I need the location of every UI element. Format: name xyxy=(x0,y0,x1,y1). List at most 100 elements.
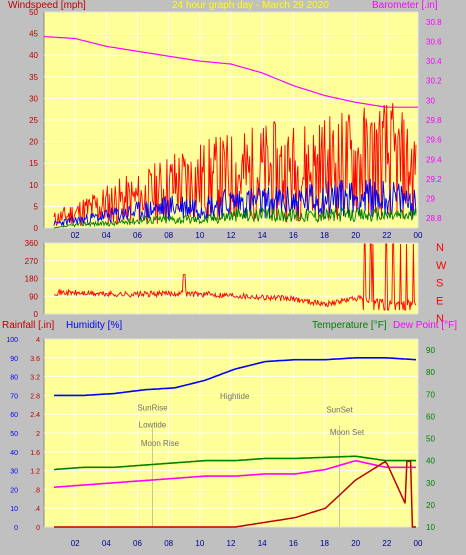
humidity-tick: 40 xyxy=(10,450,18,457)
wind-right-tick: 29.2 xyxy=(426,175,442,184)
wind-left-tick: 50 xyxy=(29,8,38,17)
wind-direction-line xyxy=(53,243,417,311)
wind-x-tick: 00 xyxy=(414,231,423,240)
wind-series xyxy=(43,35,418,229)
temperature-tick: 60 xyxy=(426,412,435,421)
rain-tick: 4 xyxy=(36,337,40,344)
humidity-line xyxy=(54,357,417,397)
temperature-tick: 10 xyxy=(426,523,435,532)
wind-left-tick: 5 xyxy=(34,202,39,211)
wind-x-tick: 14 xyxy=(258,231,267,240)
climate-x-tick: 12 xyxy=(227,539,236,548)
rain-tick: 1.2 xyxy=(30,469,40,476)
wind-x-tick: 12 xyxy=(227,231,236,240)
wind-left-tick: 10 xyxy=(29,181,38,190)
climate-x-tick: 22 xyxy=(382,539,391,548)
climate-x-ticks: 02 04 06 08 10 12 14 16 18 20 22 00 xyxy=(71,539,423,548)
wind-right-tick: 30.4 xyxy=(426,57,442,66)
compass-label-e: E xyxy=(436,295,443,307)
temperature-tick: 70 xyxy=(426,390,435,399)
temperature-tick: 90 xyxy=(426,346,435,355)
humidity-tick: 60 xyxy=(10,412,18,419)
rain-tick: 3.2 xyxy=(30,375,40,382)
wind-series-3 xyxy=(53,206,417,229)
rain-tick: 2.8 xyxy=(30,393,40,400)
climate-x-tick: 14 xyxy=(258,539,267,548)
wind-x-ticks: 02 04 06 08 10 12 14 16 18 20 22 00 xyxy=(71,231,423,240)
dewpoint-line xyxy=(53,459,416,488)
chart-title: 24 hour graph day - March 29 2020 xyxy=(172,0,329,11)
temperature-tick: 20 xyxy=(426,501,435,510)
wind-right-tick: 28.8 xyxy=(426,214,442,223)
rain-tick: 0 xyxy=(36,525,40,532)
climate-x-tick: 10 xyxy=(195,539,204,548)
moonset-label: Moon Set xyxy=(330,428,365,437)
moonrise-label: Moon Rise xyxy=(141,439,180,448)
humidity-tick: 70 xyxy=(10,393,18,400)
rain-tick: .4 xyxy=(34,506,40,513)
wind-x-tick: 04 xyxy=(102,231,111,240)
wind-right-tick: 29 xyxy=(426,195,435,204)
barometer-label: Barometer [.in] xyxy=(372,0,438,11)
compass-label-w: W xyxy=(436,260,447,272)
rain-tick: .8 xyxy=(34,487,40,494)
wind-series-2 xyxy=(53,178,417,227)
wind-x-tick: 20 xyxy=(351,231,360,240)
wind-left-tick: 45 xyxy=(29,30,38,39)
rain-tick: 3.6 xyxy=(30,356,40,363)
humidity-label: Humidity [%] xyxy=(66,320,123,331)
direction-tick: 360 xyxy=(25,239,39,248)
barometer-line xyxy=(43,35,418,108)
sunset-label: SunSet xyxy=(326,405,353,414)
temperature-tick: 50 xyxy=(426,435,435,444)
dewpoint-label: Dew Point [°F] xyxy=(393,320,458,331)
humidity-tick: 90 xyxy=(10,356,18,363)
climate-chart: SunRise Lowtide Moon Rise Hightide SunSet Moo… xyxy=(6,337,435,548)
humidity-tick: 0 xyxy=(14,525,18,532)
wind-x-tick: 02 xyxy=(71,231,80,240)
wind-x-tick: 08 xyxy=(164,231,173,240)
wind-x-tick: 18 xyxy=(320,231,329,240)
humidity-tick: 20 xyxy=(10,487,18,494)
climate-x-tick: 18 xyxy=(320,539,329,548)
wind-right-tick: 30 xyxy=(426,96,435,105)
rain-tick: 2 xyxy=(36,431,40,438)
climate-x-tick: 00 xyxy=(414,539,423,548)
climate-x-tick: 08 xyxy=(164,539,173,548)
hightide-label: Hightide xyxy=(220,392,250,401)
temperature-tick: 30 xyxy=(426,479,435,488)
wind-left-tick: 20 xyxy=(29,138,38,147)
wind-right-tick: 29.4 xyxy=(426,155,442,164)
rain-tick: 1.6 xyxy=(30,450,40,457)
temperature-ticks: 90 80 70 60 50 40 30 20 10 xyxy=(426,346,435,532)
climate-x-tick: 06 xyxy=(133,539,142,548)
compass-label-n: N xyxy=(436,313,444,325)
sunrise-label: SunRise xyxy=(137,404,168,413)
compass-label-s: S xyxy=(436,278,443,290)
wind-x-tick: 06 xyxy=(133,231,142,240)
wind-right-tick: 30.8 xyxy=(426,18,442,27)
humidity-tick: 80 xyxy=(10,375,18,382)
direction-left-ticks: 360 270 180 90 0 xyxy=(25,239,39,319)
wind-left-tick: 0 xyxy=(34,224,39,233)
wind-left-tick: 35 xyxy=(29,73,38,82)
wind-right-tick: 29.8 xyxy=(426,116,442,125)
wind-right-tick: 30.6 xyxy=(426,37,442,46)
direction-tick: 90 xyxy=(29,292,38,301)
wind-left-tick: 40 xyxy=(29,51,38,60)
wind-right-ticks: 30.8 30.6 30.4 30.2 30 29.8 29.6 29.4 29.2 29 28.8 xyxy=(426,18,442,223)
temperature-tick: 80 xyxy=(426,368,435,377)
humidity-tick: 10 xyxy=(10,506,18,513)
wind-x-tick: 10 xyxy=(195,231,204,240)
wind-right-tick: 29.6 xyxy=(426,136,442,145)
windspeed-label: Windspeed [mph] xyxy=(8,0,86,11)
climate-annotations: SunRise Lowtide Moon Rise Hightide SunSet Moo… xyxy=(137,392,365,527)
temperature-line xyxy=(53,455,416,471)
rainfall-label: Rainfall [.in] xyxy=(2,320,55,331)
